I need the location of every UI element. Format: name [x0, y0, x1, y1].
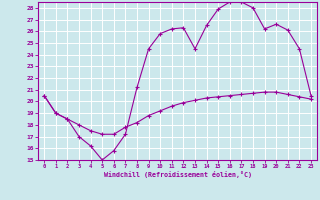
X-axis label: Windchill (Refroidissement éolien,°C): Windchill (Refroidissement éolien,°C) [104, 171, 252, 178]
